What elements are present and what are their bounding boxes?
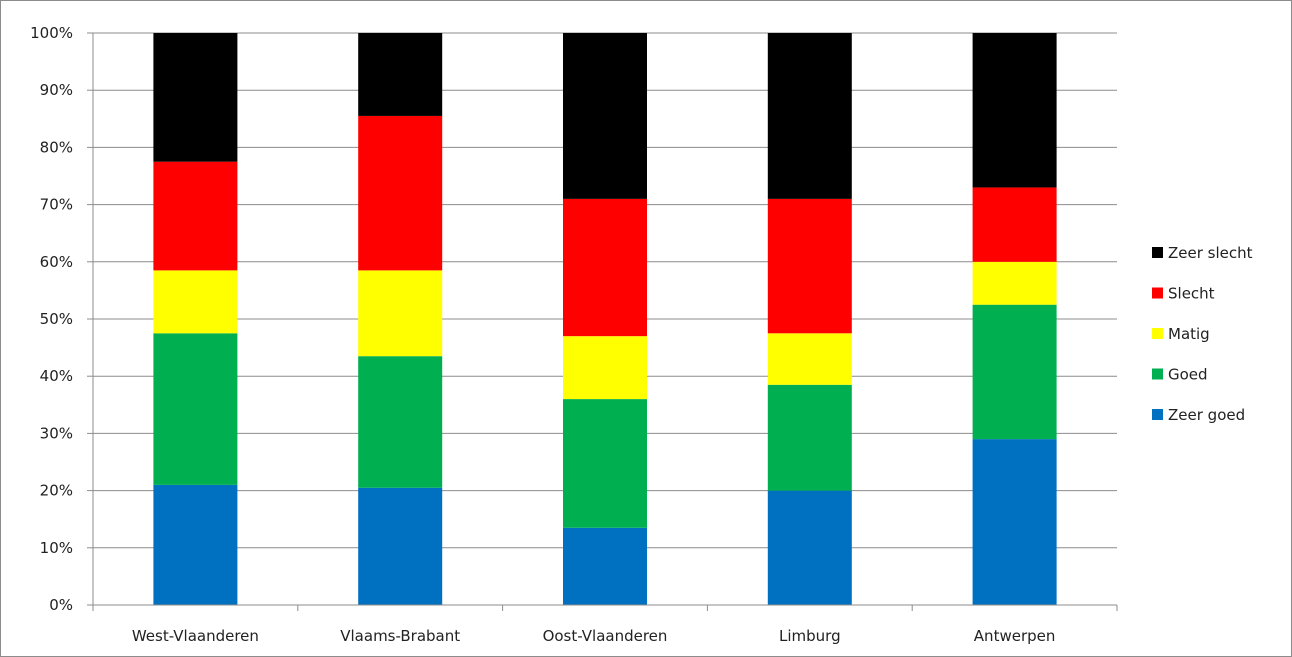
bar-segment-vlaams-brabant-slecht — [358, 116, 442, 270]
bar-segment-vlaams-brabant-zeer-slecht — [358, 33, 442, 116]
x-category-label: Antwerpen — [974, 627, 1056, 645]
legend-label-matig: Matig — [1168, 325, 1210, 343]
bar-segment-oost-vlaanderen-zeer-goed — [563, 528, 647, 605]
bar-segment-antwerpen-zeer-slecht — [973, 33, 1057, 187]
bar-segment-antwerpen-slecht — [973, 187, 1057, 261]
legend-swatch-matig — [1152, 328, 1163, 339]
legend-label-slecht: Slecht — [1168, 285, 1215, 303]
bar-segment-west-vlaanderen-matig — [153, 270, 237, 333]
y-tick-label: 0% — [49, 596, 73, 614]
x-category-label: Oost-Vlaanderen — [543, 627, 668, 645]
bar-segment-west-vlaanderen-slecht — [153, 162, 237, 271]
bar-segment-oost-vlaanderen-matig — [563, 336, 647, 399]
legend-swatch-goed — [1152, 369, 1163, 380]
bar-segment-antwerpen-goed — [973, 305, 1057, 439]
y-tick-labels: 0% 10% 20% 30% 40% 50% 60% 70% 80% 90% 100% — [30, 24, 73, 614]
legend-swatch-zeer-goed — [1152, 409, 1163, 420]
bar-segment-antwerpen-matig — [973, 262, 1057, 305]
y-tick-label: 20% — [40, 482, 73, 500]
bar-segment-west-vlaanderen-goed — [153, 333, 237, 485]
bar-segment-vlaams-brabant-matig — [358, 270, 442, 356]
y-tick-label: 40% — [40, 367, 73, 385]
bar-segment-oost-vlaanderen-goed — [563, 399, 647, 528]
legend-swatch-zeer-slecht — [1152, 247, 1163, 258]
y-tick-label: 30% — [40, 424, 73, 442]
y-tick-label: 60% — [40, 253, 73, 271]
y-tick-label: 90% — [40, 81, 73, 99]
bar-segment-limburg-slecht — [768, 199, 852, 333]
bar-segment-west-vlaanderen-zeer-goed — [153, 485, 237, 605]
bar-segment-limburg-goed — [768, 385, 852, 491]
bar-segment-vlaams-brabant-goed — [358, 356, 442, 488]
x-category-label: West-Vlaanderen — [132, 627, 259, 645]
legend-label-goed: Goed — [1168, 366, 1208, 384]
bar-segment-west-vlaanderen-zeer-slecht — [153, 33, 237, 162]
bar-segment-vlaams-brabant-zeer-goed — [358, 488, 442, 605]
legend-label-zeer-goed: Zeer goed — [1168, 406, 1245, 424]
y-tick-label: 50% — [40, 310, 73, 328]
legend-swatch-slecht — [1152, 288, 1163, 299]
bar-segment-limburg-zeer-slecht — [768, 33, 852, 199]
bar-segment-limburg-zeer-goed — [768, 491, 852, 605]
legend-label-zeer-slecht: Zeer slecht — [1168, 244, 1253, 262]
y-tick-label: 70% — [40, 196, 73, 214]
bar-segment-oost-vlaanderen-zeer-slecht — [563, 33, 647, 199]
bar-segment-antwerpen-zeer-goed — [973, 439, 1057, 605]
y-tick-label: 80% — [40, 138, 73, 156]
x-category-labels: West-Vlaanderen Vlaams-Brabant Oost-Vlaand… — [132, 627, 1056, 645]
y-tick-label: 100% — [30, 24, 73, 42]
y-tick-label: 10% — [40, 539, 73, 557]
x-category-label: Vlaams-Brabant — [340, 627, 460, 645]
legend: Zeer slecht Slecht Matig Goed Zeer goed — [1152, 244, 1253, 424]
x-category-label: Limburg — [779, 627, 841, 645]
bar-segment-oost-vlaanderen-slecht — [563, 199, 647, 336]
bar-segment-limburg-matig — [768, 333, 852, 384]
